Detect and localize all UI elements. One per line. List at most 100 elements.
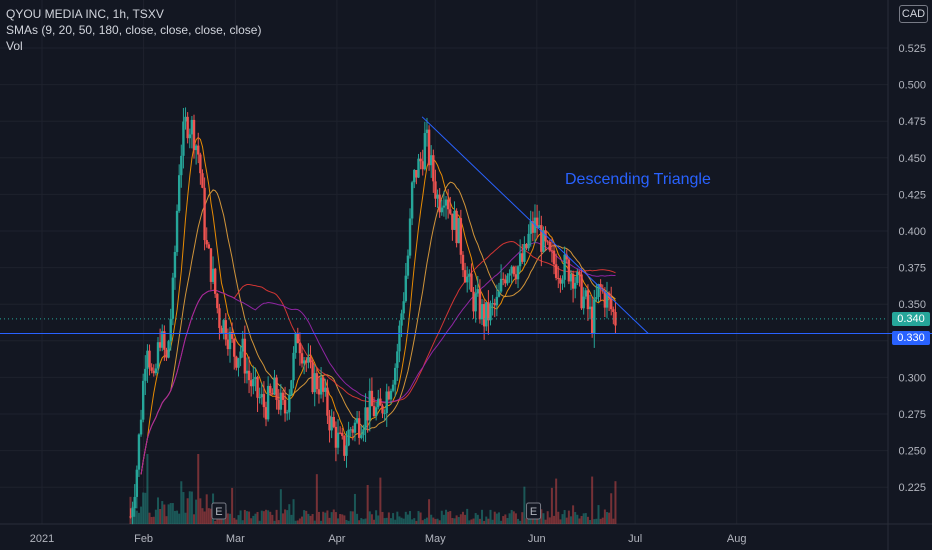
volume-bar (572, 505, 575, 524)
candle-body (474, 293, 477, 312)
candle-body (495, 296, 499, 306)
currency-badge[interactable]: CAD (899, 5, 928, 23)
volume-bar (550, 487, 553, 524)
symbol-title[interactable]: QYOU MEDIA INC, 1h, TSXV (6, 7, 164, 21)
candle-body (319, 377, 323, 395)
candle-body (211, 268, 215, 282)
candle-body (451, 213, 454, 230)
candle-body (332, 416, 335, 427)
candle-body (466, 276, 469, 283)
volume-bar (379, 477, 382, 524)
candle-body (148, 350, 151, 368)
candle-body (177, 175, 181, 211)
candle-body (254, 376, 257, 380)
volume-bar (385, 517, 388, 524)
candle-body (129, 516, 132, 518)
volume-bar (214, 520, 217, 524)
volume-bar (137, 512, 140, 524)
volume-bar (176, 510, 179, 524)
candle-body (283, 399, 287, 414)
sma-lines (140, 136, 616, 475)
volume-bar (461, 511, 464, 524)
candle-body (389, 390, 393, 400)
volume-bar (341, 514, 344, 524)
volume-bar (148, 512, 151, 524)
price-axis[interactable]: 0.525 0.500 0.475 0.450 0.425 0.400 0.375 0.350… (898, 43, 926, 494)
volume-bar (201, 508, 204, 524)
volume-bar (438, 520, 441, 524)
candle-body (135, 469, 139, 497)
volume-bar (343, 515, 346, 524)
volume-bar (313, 520, 316, 524)
candle-body (455, 210, 458, 244)
volume-bar (455, 515, 458, 524)
candle-body (150, 367, 153, 371)
candle-body (442, 205, 446, 208)
volume-bar (322, 511, 325, 524)
candle-body (425, 129, 429, 134)
candle-body (336, 432, 340, 448)
volume-bar (258, 520, 261, 524)
price-tick-label: 0.450 (898, 153, 926, 165)
volume-bar (421, 520, 424, 524)
candle-body (393, 367, 397, 385)
volume-bar (449, 511, 452, 524)
volume-bar (406, 514, 409, 524)
candle-body (546, 241, 549, 243)
volume-bar (468, 520, 471, 524)
candle-body (396, 351, 399, 368)
candle-body (459, 218, 463, 255)
candle-body (277, 399, 280, 410)
volume-bar (519, 520, 522, 524)
volume-bar (548, 517, 551, 524)
volume-bar (178, 513, 181, 524)
candle-body (216, 293, 219, 309)
volume-bar (425, 517, 428, 524)
candle-body (377, 398, 380, 408)
sma-indicator-label[interactable]: SMAs (9, 20, 50, 180, close, close, clos… (6, 23, 262, 37)
volume-bar (599, 518, 602, 524)
candle-body (372, 406, 376, 417)
candle-body (540, 225, 543, 252)
volume-bar (595, 518, 598, 524)
candle-body (353, 422, 357, 433)
volume-bar (398, 516, 401, 524)
candle-body (476, 289, 479, 294)
candle-body (508, 273, 511, 276)
volume-bar (553, 515, 556, 524)
candle-body (273, 377, 276, 395)
candle-body (360, 435, 363, 438)
volume-bar (284, 509, 287, 524)
volume-bar (483, 520, 486, 524)
candle-body (288, 395, 291, 413)
drawings[interactable]: Descending Triangle E E (211, 116, 711, 520)
volume-bar (135, 510, 138, 524)
earnings-marker-label: E (530, 506, 537, 518)
candle-body (584, 290, 588, 297)
volume-bar (464, 514, 467, 524)
volume-bar (389, 518, 392, 524)
candle-body (590, 306, 594, 334)
volume-bar (345, 519, 348, 524)
candle-body (571, 274, 575, 289)
volume-bar (144, 492, 147, 524)
volume-bar (360, 518, 363, 524)
time-axis[interactable]: 2021 Feb Mar Apr May Jun Jul Aug (30, 533, 747, 545)
volume-bar (326, 510, 329, 524)
candle-body (385, 391, 388, 414)
volume-bar (142, 492, 145, 524)
price-tick-label: 0.500 (898, 80, 926, 92)
volume-bar (567, 510, 570, 524)
volume-bar (290, 514, 293, 524)
volume-bar (436, 518, 439, 524)
volume-bar (182, 492, 185, 524)
volume-bar (288, 504, 291, 524)
volume-indicator-label[interactable]: Vol (6, 39, 23, 53)
candle-body (538, 225, 541, 228)
candle-body (516, 266, 520, 280)
candle-body (463, 270, 467, 283)
candle-body (235, 356, 238, 368)
volume-bar (375, 510, 378, 524)
candle-body (338, 432, 342, 434)
